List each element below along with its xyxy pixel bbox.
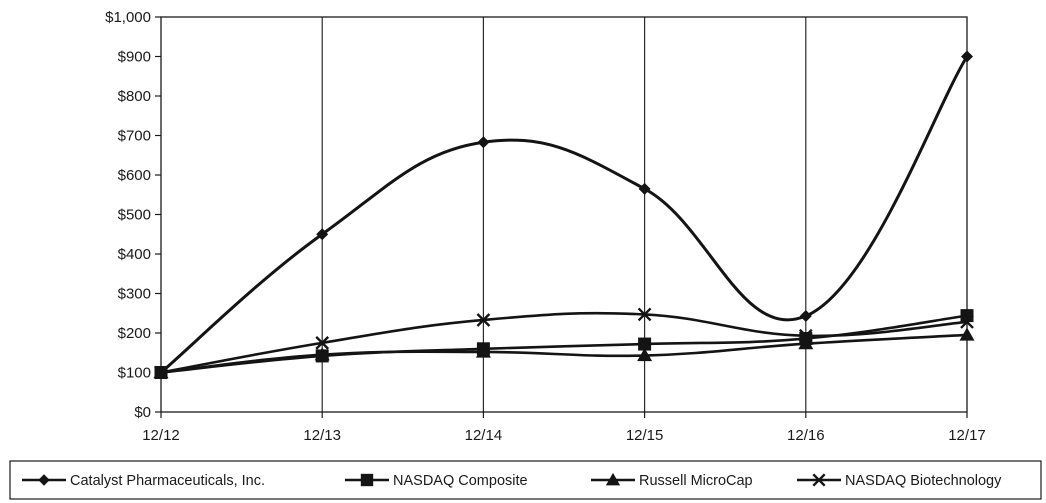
legend-marker-nasdaq-biotechnology xyxy=(812,473,826,487)
legend-marker-catalyst-pharmaceuticals-inc xyxy=(38,474,50,486)
data-point-catalyst-pharmaceuticals-inc xyxy=(961,50,973,63)
data-point-nasdaq-composite xyxy=(476,342,490,356)
series-line-nasdaq-composite xyxy=(160,314,968,374)
legend-marker-nasdaq-composite xyxy=(360,473,374,487)
legend-box xyxy=(9,460,1042,500)
x-marker-stroke xyxy=(315,336,330,350)
legend-entry-russell-microcap: Russell MicroCap xyxy=(591,472,753,489)
data-point-catalyst-pharmaceuticals-inc xyxy=(638,182,651,195)
data-point-catalyst-pharmaceuticals-inc xyxy=(316,228,329,241)
legend-label-nasdaq-composite: NASDAQ Composite xyxy=(393,473,528,489)
x-axis-tick-label: 12/13 xyxy=(303,427,341,444)
x-axis-tick-label: 12/17 xyxy=(948,427,986,444)
series-nasdaq-biotechnology xyxy=(154,307,974,380)
y-axis-tick-label: $900 xyxy=(118,49,151,66)
x-marker-stroke xyxy=(637,307,652,322)
data-point-catalyst-pharmaceuticals-inc xyxy=(477,136,490,149)
y-axis-tick-label: $700 xyxy=(118,128,151,145)
x-axis-tick-label: 12/15 xyxy=(626,427,664,444)
y-axis-tick-label: $600 xyxy=(118,167,151,184)
data-point-russell-microcap xyxy=(637,348,653,362)
series-catalyst-pharmaceuticals-inc xyxy=(155,50,973,379)
y-axis-tick-label: $0 xyxy=(134,404,151,421)
data-point-nasdaq-biotechnology xyxy=(476,313,491,327)
x-marker-stroke xyxy=(476,313,491,327)
legend: Catalyst Pharmaceuticals, Inc. NASDAQ Com… xyxy=(9,460,1042,500)
legend-entry-nasdaq-biotechnology: NASDAQ Biotechnology xyxy=(797,473,1002,489)
legend-entry-catalyst-pharmaceuticals-inc: Catalyst Pharmaceuticals, Inc. xyxy=(22,473,265,489)
legend-label-catalyst-pharmaceuticals-inc: Catalyst Pharmaceuticals, Inc. xyxy=(70,473,265,489)
y-axis-tick-labels: $0 $100 $200 $300 $400 $500 $600 $700 $800 $900 $1… xyxy=(105,9,151,421)
data-point-nasdaq-biotechnology xyxy=(315,336,330,350)
data-point-nasdaq-composite xyxy=(638,337,652,351)
series-line-catalyst-pharmaceuticals-inc xyxy=(160,55,969,374)
x-axis-tick-labels: 12/12 12/13 12/14 12/15 12/16 12/17 xyxy=(142,427,986,444)
series-line-nasdaq-biotechnology xyxy=(160,311,968,374)
legend-label-nasdaq-biotechnology: NASDAQ Biotechnology xyxy=(845,473,1002,489)
series-group xyxy=(153,50,975,380)
y-axis-tick-label: $400 xyxy=(118,246,151,263)
data-point-russell-microcap xyxy=(959,327,975,341)
x-marker-stroke xyxy=(812,473,826,487)
y-axis-tick-label: $100 xyxy=(118,365,151,382)
y-axis-tick-label: $500 xyxy=(118,207,151,224)
legend-entry-nasdaq-composite: NASDAQ Composite xyxy=(345,473,528,489)
series-line-russell-microcap xyxy=(160,333,968,374)
data-point-nasdaq-composite xyxy=(315,349,329,363)
series-nasdaq-composite xyxy=(154,309,974,379)
legend-label-russell-microcap: Russell MicroCap xyxy=(639,473,753,489)
data-point-nasdaq-composite xyxy=(799,332,813,346)
data-point-catalyst-pharmaceuticals-inc xyxy=(155,366,167,379)
x-axis-tick-label: 12/16 xyxy=(787,427,825,444)
data-point-nasdaq-composite xyxy=(960,309,974,323)
y-axis-tick-label: $300 xyxy=(118,286,151,303)
legend-marker-russell-microcap xyxy=(605,472,621,486)
x-axis-tick-label: 12/14 xyxy=(465,427,503,444)
axes xyxy=(155,16,968,418)
data-point-catalyst-pharmaceuticals-inc xyxy=(799,310,812,323)
y-axis-tick-label: $800 xyxy=(118,88,151,105)
x-axis-tick-label: 12/12 xyxy=(142,427,180,444)
data-point-nasdaq-biotechnology xyxy=(637,307,652,322)
y-axis-tick-label: $1,000 xyxy=(105,9,151,26)
plot-area-border xyxy=(160,16,968,413)
y-axis-tick-label: $200 xyxy=(118,325,151,342)
